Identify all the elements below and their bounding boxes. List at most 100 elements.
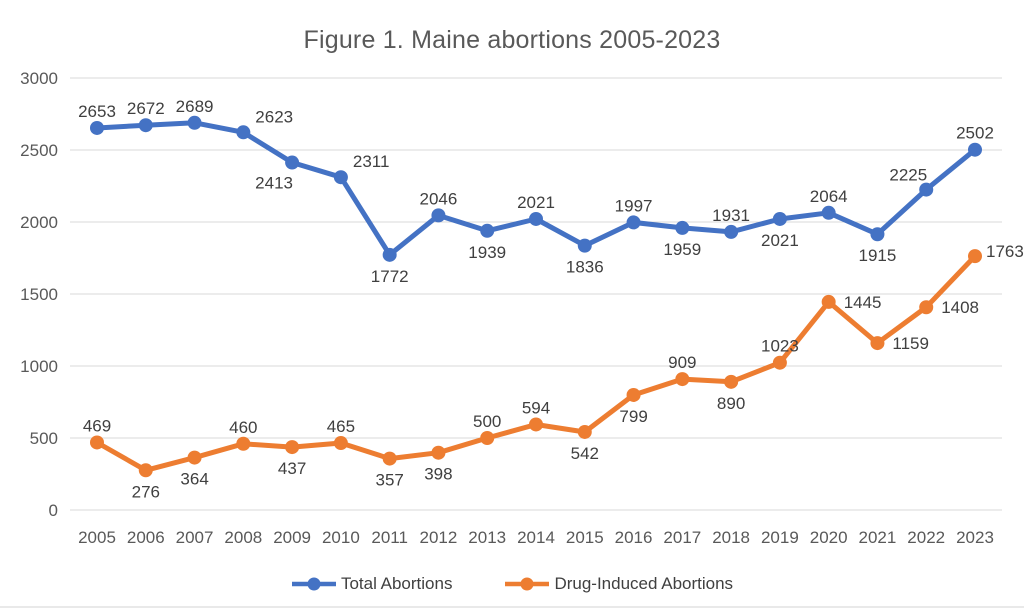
data-point-drug-induced-abortions-2012 — [431, 445, 446, 460]
data-point-drug-induced-abortions-2011 — [382, 451, 397, 466]
data-point-drug-induced-abortions-2018 — [724, 374, 739, 389]
legend-item-total-abortions: Total Abortions — [291, 574, 452, 594]
data-label-total-abortions-2009: 2413 — [255, 174, 293, 193]
data-point-total-abortions-2009 — [285, 155, 300, 170]
data-label-drug-induced-abortions-2020: 1445 — [844, 293, 882, 312]
x-tick-label: 2011 — [371, 528, 408, 547]
legend-label-drug-induced-abortions: Drug-Induced Abortions — [554, 574, 734, 593]
data-point-drug-induced-abortions-2013 — [480, 431, 495, 445]
data-label-drug-induced-abortions-2012: 398 — [424, 465, 452, 484]
data-label-total-abortions-2020: 2064 — [810, 187, 848, 206]
data-label-total-abortions-2017: 1959 — [663, 240, 701, 259]
data-point-total-abortions-2018 — [724, 224, 739, 239]
data-label-drug-induced-abortions-2013: 500 — [473, 412, 501, 431]
data-label-total-abortions-2018: 1931 — [712, 206, 750, 225]
data-point-drug-induced-abortions-2005 — [90, 435, 104, 450]
data-label-drug-induced-abortions-2007: 364 — [180, 470, 208, 489]
data-point-total-abortions-2016 — [626, 215, 641, 230]
y-tick-label: 2000 — [20, 213, 58, 232]
data-point-total-abortions-2022 — [919, 182, 934, 197]
x-tick-label: 2022 — [907, 528, 945, 547]
data-label-drug-induced-abortions-2015: 542 — [571, 444, 599, 463]
data-point-total-abortions-2021 — [870, 227, 885, 242]
x-tick-label: 2006 — [127, 528, 165, 547]
x-tick-label: 2020 — [810, 528, 848, 547]
x-tick-label: 2018 — [712, 528, 750, 547]
x-tick-label: 2019 — [761, 528, 799, 547]
x-tick-label: 2009 — [273, 528, 311, 547]
x-tick-label: 2005 — [78, 528, 116, 547]
data-point-total-abortions-2013 — [480, 223, 495, 238]
data-label-drug-induced-abortions-2011: 357 — [376, 471, 404, 490]
data-point-total-abortions-2006 — [138, 118, 153, 133]
y-tick-label: 500 — [30, 429, 58, 448]
data-label-drug-induced-abortions-2009: 437 — [278, 459, 306, 478]
y-tick-label: 1500 — [20, 285, 58, 304]
data-label-drug-induced-abortions-2006: 276 — [132, 482, 160, 501]
data-label-total-abortions-2019: 2021 — [761, 231, 799, 250]
data-label-drug-induced-abortions-2018: 890 — [717, 394, 745, 413]
data-label-total-abortions-2012: 2046 — [419, 189, 457, 208]
x-tick-label: 2013 — [468, 528, 506, 547]
x-tick-label: 2023 — [956, 528, 994, 547]
data-point-total-abortions-2005 — [90, 120, 104, 135]
x-tick-label: 2007 — [176, 528, 214, 547]
data-point-drug-induced-abortions-2016 — [626, 387, 641, 402]
y-tick-label: 2500 — [20, 141, 58, 160]
x-tick-label: 2008 — [224, 528, 262, 547]
legend-item-drug-induced-abortions: Drug-Induced Abortions — [504, 574, 733, 594]
data-label-total-abortions-2007: 2689 — [176, 97, 214, 116]
data-point-drug-induced-abortions-2017 — [675, 372, 690, 387]
x-tick-label: 2016 — [615, 528, 653, 547]
data-label-total-abortions-2013: 1939 — [468, 243, 506, 262]
data-point-drug-induced-abortions-2007 — [187, 450, 202, 465]
y-tick-label: 1000 — [20, 357, 58, 376]
x-tick-label: 2012 — [420, 528, 458, 547]
data-label-drug-induced-abortions-2019: 1023 — [761, 337, 799, 356]
data-point-drug-induced-abortions-2006 — [138, 463, 153, 478]
data-label-drug-induced-abortions-2010: 465 — [327, 417, 355, 436]
data-point-drug-induced-abortions-2009 — [285, 440, 300, 455]
data-point-drug-induced-abortions-2023 — [968, 249, 982, 264]
data-label-total-abortions-2016: 1997 — [615, 196, 653, 215]
y-tick-label: 3000 — [20, 69, 58, 88]
legend-marker-total-abortions-icon — [291, 577, 336, 591]
data-point-drug-induced-abortions-2015 — [577, 424, 592, 439]
data-label-total-abortions-2006: 2672 — [127, 99, 165, 118]
data-point-total-abortions-2015 — [577, 238, 592, 253]
data-label-total-abortions-2015: 1836 — [566, 258, 604, 277]
data-label-total-abortions-2011: 1772 — [371, 267, 409, 286]
data-point-total-abortions-2011 — [382, 247, 397, 262]
data-label-drug-induced-abortions-2016: 799 — [619, 407, 647, 426]
data-point-drug-induced-abortions-2019 — [772, 355, 787, 370]
chart-legend: Total Abortions Drug-Induced Abortions — [0, 574, 1024, 594]
x-tick-label: 2010 — [322, 528, 360, 547]
data-label-drug-induced-abortions-2008: 460 — [229, 418, 257, 437]
data-point-drug-induced-abortions-2010 — [333, 436, 348, 451]
data-label-total-abortions-2022: 2225 — [889, 166, 927, 185]
data-label-total-abortions-2014: 2021 — [517, 193, 555, 212]
data-point-drug-induced-abortions-2021 — [870, 336, 885, 351]
data-point-total-abortions-2008 — [236, 125, 251, 140]
data-point-total-abortions-2023 — [968, 142, 982, 157]
data-point-total-abortions-2019 — [772, 211, 787, 226]
x-tick-label: 2017 — [663, 528, 701, 547]
data-label-drug-induced-abortions-2022: 1408 — [941, 298, 979, 317]
bottom-divider — [0, 606, 1024, 608]
data-point-drug-induced-abortions-2022 — [919, 300, 934, 315]
x-tick-label: 2014 — [517, 528, 555, 547]
data-label-drug-induced-abortions-2014: 594 — [522, 399, 550, 418]
data-point-total-abortions-2007 — [187, 115, 202, 130]
data-point-total-abortions-2014 — [529, 211, 543, 226]
chart-title: Figure 1. Maine abortions 2005-2023 — [303, 26, 721, 54]
data-label-total-abortions-2005: 2653 — [78, 102, 116, 121]
data-point-drug-induced-abortions-2020 — [821, 294, 836, 309]
data-label-drug-induced-abortions-2005: 469 — [83, 417, 111, 436]
data-point-drug-induced-abortions-2014 — [529, 417, 543, 432]
data-point-total-abortions-2012 — [431, 208, 446, 223]
x-tick-label: 2015 — [566, 528, 604, 547]
data-label-total-abortions-2021: 1915 — [858, 246, 896, 265]
data-point-drug-induced-abortions-2008 — [236, 436, 251, 451]
